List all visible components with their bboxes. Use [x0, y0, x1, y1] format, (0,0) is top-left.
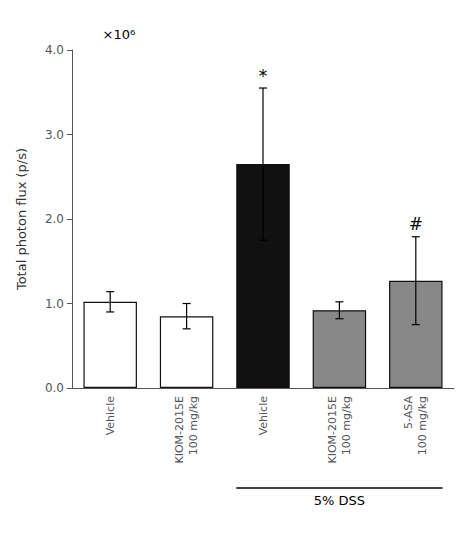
svg-text:#: #	[409, 214, 423, 234]
svg-text:100 mg/kg: 100 mg/kg	[416, 396, 429, 455]
svg-text:1.0: 1.0	[45, 297, 64, 311]
svg-text:2.0: 2.0	[45, 212, 64, 226]
svg-text:3.0: 3.0	[45, 128, 64, 142]
svg-text:KIOM-2015E: KIOM-2015E	[326, 396, 339, 464]
svg-text:4.0: 4.0	[45, 43, 64, 57]
svg-text:100 mg/kg: 100 mg/kg	[187, 396, 200, 455]
svg-text:5-ASA: 5-ASA	[402, 396, 415, 429]
svg-text:Total photon flux (p/s): Total photon flux (p/s)	[14, 148, 29, 291]
svg-text:5% DSS: 5% DSS	[314, 493, 365, 508]
svg-text:*: *	[259, 66, 268, 86]
svg-text:KIOM-2015E: KIOM-2015E	[173, 396, 186, 464]
svg-text:0.0: 0.0	[45, 381, 64, 395]
svg-text:Vehicle: Vehicle	[104, 396, 117, 436]
svg-text:×10⁶: ×10⁶	[103, 27, 136, 42]
svg-text:100 mg/kg: 100 mg/kg	[340, 396, 353, 455]
svg-text:Vehicle: Vehicle	[257, 396, 270, 436]
